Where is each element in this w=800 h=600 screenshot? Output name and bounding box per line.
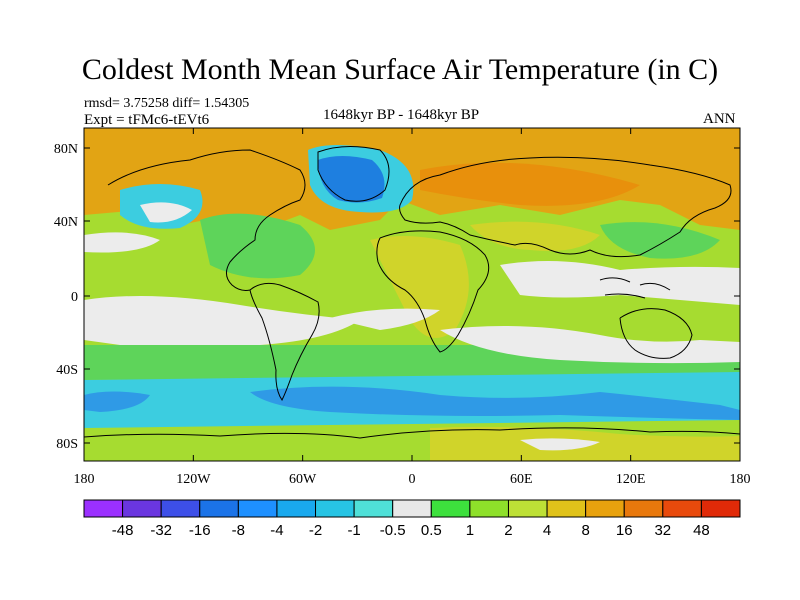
lon-label: 60W bbox=[289, 472, 317, 487]
lon-label: 0 bbox=[409, 472, 416, 487]
colorbar-label: -48 bbox=[112, 522, 134, 539]
colorbar-swatch bbox=[392, 499, 432, 518]
field-arabia-yellow bbox=[470, 221, 600, 251]
coast-eurasia bbox=[399, 156, 732, 258]
colorbar-label: -1 bbox=[347, 522, 360, 539]
colorbar-swatch bbox=[315, 499, 355, 518]
colorbar bbox=[83, 499, 741, 518]
field-wpacific-green bbox=[600, 222, 720, 259]
field-satlantic-white bbox=[330, 308, 440, 330]
colorbar-swatch bbox=[353, 499, 394, 518]
field-greenland-blue bbox=[318, 156, 385, 203]
lon-label: 180 bbox=[730, 472, 751, 487]
colorbar-label: 4 bbox=[543, 522, 551, 539]
coast-indonesia bbox=[599, 277, 671, 299]
colorbar-swatch bbox=[276, 499, 317, 518]
field-indian-white bbox=[500, 261, 740, 305]
coastlines bbox=[84, 146, 740, 439]
colorbar-swatch bbox=[237, 499, 278, 518]
season-label: ANN bbox=[703, 111, 736, 127]
colorbar-label: 0.5 bbox=[421, 522, 442, 539]
colorbar-label: -8 bbox=[232, 522, 245, 539]
colorbar-swatch bbox=[430, 499, 471, 518]
lon-label: 180 bbox=[74, 472, 95, 487]
experiment-label: Expt = tFMc6-tEVt6 bbox=[84, 112, 210, 128]
field-siberia-deep-orange bbox=[420, 162, 640, 206]
temperature-field bbox=[84, 128, 740, 461]
colorbar-swatch bbox=[199, 499, 239, 518]
lat-label: 80N bbox=[54, 142, 78, 157]
colorbar-label: 16 bbox=[616, 522, 633, 539]
lon-label: 120W bbox=[176, 472, 211, 487]
period-label: 1648kyr BP - 1648kyr BP bbox=[323, 107, 480, 123]
lon-label: 60E bbox=[510, 472, 533, 487]
lat-label: 40S bbox=[56, 363, 78, 378]
colorbar-label: -32 bbox=[150, 522, 172, 539]
coast-australia bbox=[619, 308, 693, 359]
longitude-axis: 180 120W 60W 0 60E 120E 180 bbox=[74, 128, 751, 487]
colorbar-label: 32 bbox=[654, 522, 671, 539]
field-atlantic-green bbox=[200, 213, 315, 279]
coast-africa bbox=[376, 230, 490, 353]
field-npacific-white bbox=[140, 202, 192, 223]
lat-label: 0 bbox=[71, 290, 78, 305]
colorbar-label: 2 bbox=[504, 522, 512, 539]
lat-label: 80S bbox=[56, 437, 78, 452]
field-south-white-band bbox=[440, 326, 740, 364]
latitude-axis: 80N 40N 0 40S 80S bbox=[54, 142, 740, 452]
colorbar-label: -2 bbox=[309, 522, 322, 539]
coast-south-america bbox=[249, 282, 320, 401]
coast-antarctica bbox=[84, 427, 740, 439]
lon-label: 120E bbox=[616, 472, 646, 487]
field-spacific-white bbox=[84, 296, 360, 348]
stats-label: rmsd= 3.75258 diff= 1.54305 bbox=[84, 96, 250, 111]
colorbar-swatch bbox=[700, 499, 741, 518]
colorbar-swatch bbox=[623, 499, 664, 518]
field-africa-yellow bbox=[370, 236, 469, 338]
colorbar-label: -16 bbox=[189, 522, 211, 539]
colorbar-label: -0.5 bbox=[380, 522, 406, 539]
colorbar-label: 8 bbox=[581, 522, 589, 539]
colorbar-swatch bbox=[546, 499, 587, 518]
field-sw-blue bbox=[84, 391, 150, 412]
coast-greenland bbox=[317, 146, 390, 202]
field-antarctica-white bbox=[520, 438, 600, 451]
colorbar-swatch bbox=[585, 499, 625, 518]
colorbar-swatch bbox=[122, 499, 162, 518]
lat-label: 40N bbox=[54, 215, 78, 230]
colorbar-label: 1 bbox=[466, 522, 474, 539]
colorbar-swatch bbox=[160, 499, 201, 518]
chart-title: Coldest Month Mean Surface Air Temperatu… bbox=[81, 53, 719, 86]
colorbar-swatch bbox=[83, 499, 124, 518]
colorbar-labels: -48 -32 -16 -8 -4 -2 -1 -0.5 0.5 1 2 4 8 16 32 48 bbox=[112, 522, 710, 539]
field-pacific-white-strip bbox=[84, 232, 160, 253]
colorbar-swatch bbox=[662, 499, 702, 518]
colorbar-swatch bbox=[469, 499, 509, 518]
colorbar-label: 48 bbox=[693, 522, 710, 539]
colorbar-swatch bbox=[507, 499, 548, 518]
field-southern-ocean-blue bbox=[250, 386, 740, 420]
colorbar-label: -4 bbox=[270, 522, 283, 539]
coast-north-america bbox=[107, 149, 306, 291]
